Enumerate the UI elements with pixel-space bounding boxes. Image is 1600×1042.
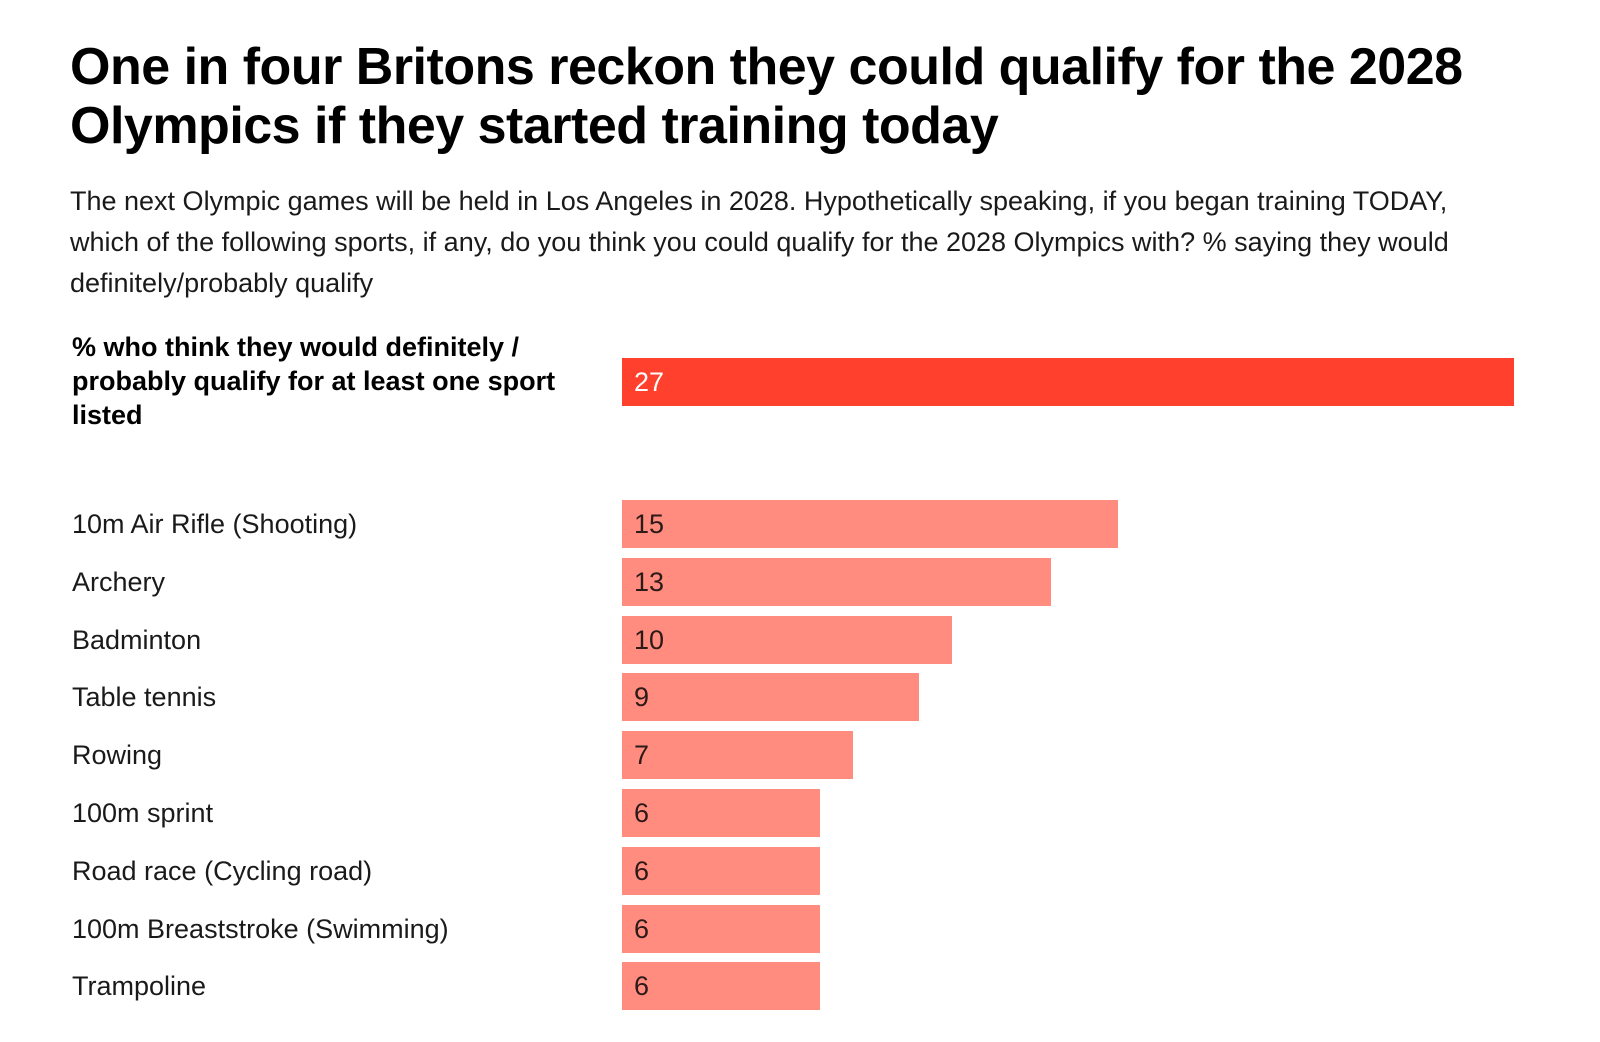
category-label: Trampoline <box>72 971 207 1001</box>
bar-value-label: 9 <box>634 682 650 712</box>
bar-value-label: 13 <box>634 567 665 597</box>
chart-title: One in four Britons reckon they could qu… <box>70 38 1463 155</box>
bar: 6 <box>622 905 820 953</box>
bar-value-label: 6 <box>634 971 650 1001</box>
category-label: Archery <box>72 567 166 597</box>
bar: 15 <box>622 500 1118 548</box>
category-label: 100m sprint <box>72 798 214 828</box>
bar: 6 <box>622 962 820 1010</box>
bar-value-label: 6 <box>634 914 650 944</box>
summary-bar: 27 <box>622 358 1514 406</box>
category-label: 100m Breaststroke (Swimming) <box>72 914 449 944</box>
bar: 13 <box>622 558 1051 606</box>
bar-value-label: 6 <box>634 798 650 828</box>
category-label: 10m Air Rifle (Shooting) <box>72 509 358 539</box>
bar-value-label: 15 <box>634 509 665 539</box>
bar-value-label: 6 <box>634 856 650 886</box>
bar-value-label: 27 <box>634 367 665 397</box>
category-label: Table tennis <box>72 682 217 712</box>
category-label: Rowing <box>72 740 163 770</box>
bar-value-label: 7 <box>634 740 650 770</box>
chart-subtitle: The next Olympic games will be held in L… <box>70 186 1449 298</box>
bar: 6 <box>622 847 820 895</box>
category-label: Road race (Cycling road) <box>72 856 373 886</box>
bar: 6 <box>622 789 820 837</box>
bar-value-label: 10 <box>634 625 665 655</box>
bar: 7 <box>622 731 853 779</box>
bar: 9 <box>622 673 919 721</box>
category-label: Badminton <box>72 625 202 655</box>
summary-label: % who think they would definitely / prob… <box>72 332 556 430</box>
bar: 10 <box>622 616 952 664</box>
